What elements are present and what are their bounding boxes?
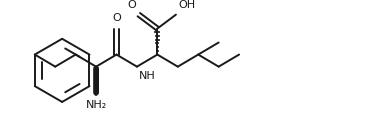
Text: OH: OH (179, 0, 196, 10)
Text: O: O (112, 13, 121, 23)
Text: NH₂: NH₂ (85, 100, 107, 110)
Text: NH: NH (139, 71, 156, 81)
Text: O: O (127, 0, 136, 10)
